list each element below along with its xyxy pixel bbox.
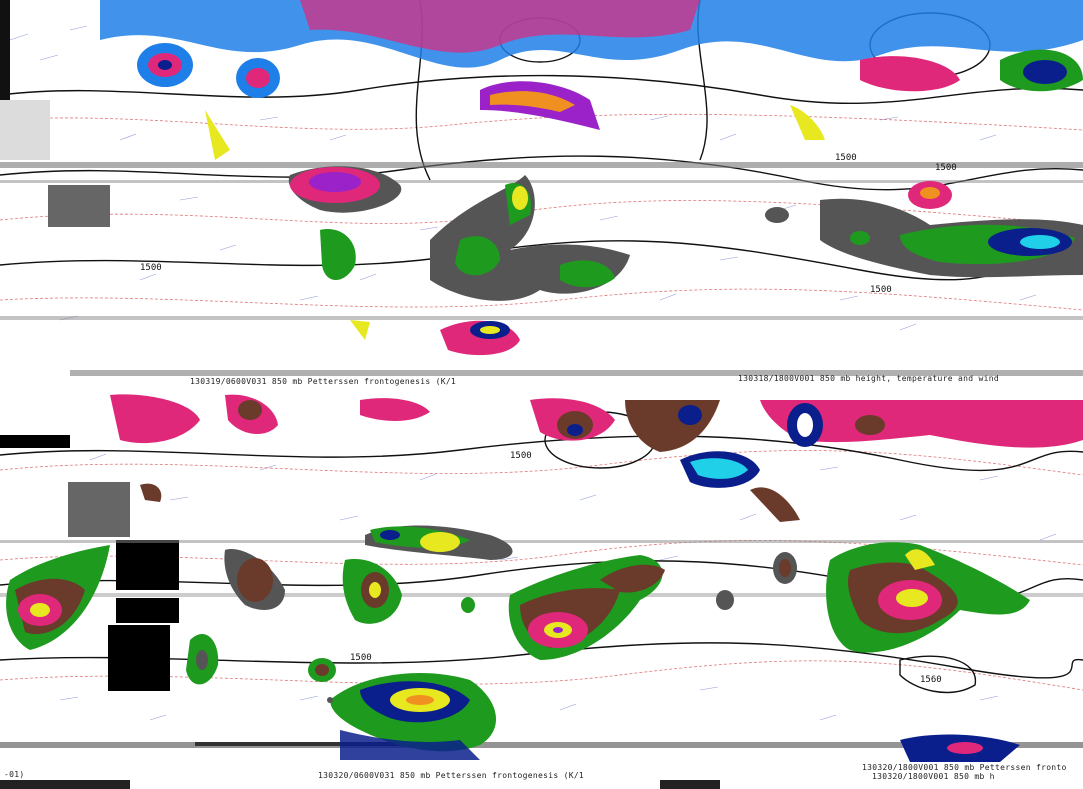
bottom-isotherms — [0, 450, 1083, 691]
panel-separator — [70, 370, 1083, 376]
top-contour-labels: 1500 1500 1500 1500 — [140, 153, 957, 295]
bottom-contour-label: 1560 — [920, 675, 942, 685]
top-image-artifacts — [0, 0, 1083, 320]
bottom-panel: 1500 1560 1500 — [0, 394, 1083, 762]
bottom-contour-label: 1500 — [350, 653, 372, 663]
top-left-caption: 130319/0600V031 850 mb Petterssen fronto… — [190, 377, 457, 386]
top-frontogenesis-fill — [100, 0, 1083, 160]
panel-separator-dark — [0, 432, 70, 448]
top-lower-fill — [288, 166, 1083, 356]
bottom-right-caption-2: 130320/1800V001 850 mb h — [872, 772, 995, 781]
top-contour-label: 1500 — [870, 285, 892, 295]
top-wind-barbs — [9, 25, 1037, 331]
bottom-center-caption: 130320/0600V031 850 mb Petterssen fronto… — [318, 771, 585, 780]
top-right-caption: 130318/1800V001 850 mb height, temperatu… — [738, 374, 999, 383]
top-panel: 1500 1500 1500 1500 — [0, 0, 1083, 356]
bottom-frontogenesis-fill — [110, 394, 1083, 522]
bottom-contour-labels: 1500 1560 1500 — [350, 451, 942, 685]
bottom-left-edge-caption: -01) — [4, 770, 25, 779]
footer-strip-2 — [660, 780, 720, 789]
top-contour-label: 1500 — [835, 153, 857, 163]
bottom-lower-fill — [6, 525, 1030, 762]
bottom-right-caption: 130320/1800V001 850 mb Petterssen fronto — [862, 763, 1067, 772]
footer-strip — [0, 780, 130, 789]
bottom-contour-label: 1500 — [510, 451, 532, 461]
top-contour-label: 1500 — [935, 163, 957, 173]
top-contour-label: 1500 — [140, 263, 162, 273]
